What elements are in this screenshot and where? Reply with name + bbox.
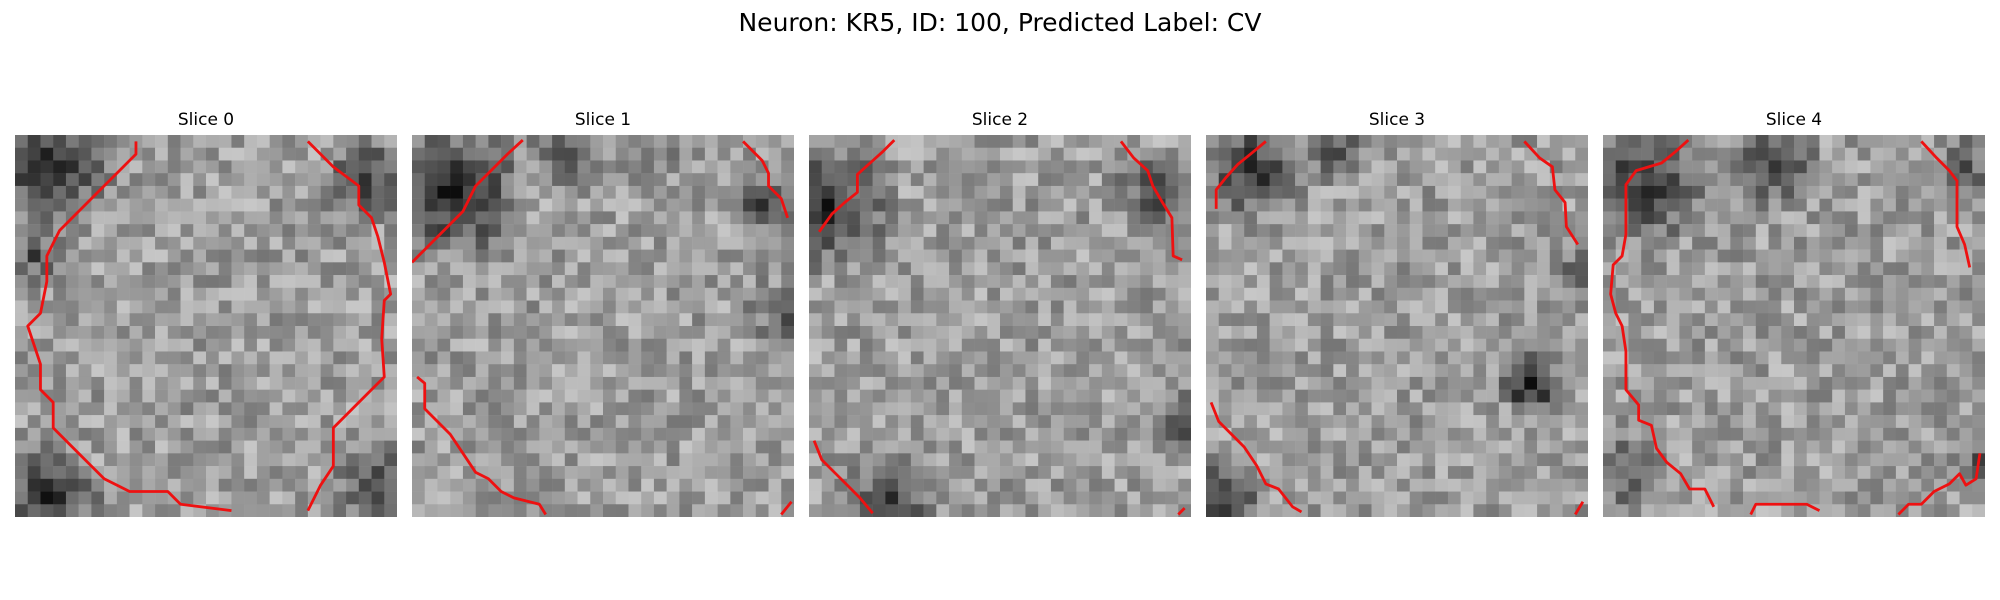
- slice-title-0: Slice 0: [177, 110, 235, 130]
- slice-image-4: [1603, 135, 1985, 517]
- figure-title: Neuron: KR5, ID: 100, Predicted Label: C…: [738, 8, 1262, 37]
- contour-line: [306, 140, 393, 512]
- slice-title-4: Slice 4: [1765, 110, 1823, 130]
- contour-line: [1609, 139, 1716, 508]
- contour-line: [1523, 140, 1579, 246]
- contour-line: [26, 141, 232, 513]
- contour-line: [1749, 502, 1821, 516]
- contour-line: [1119, 140, 1183, 262]
- contour-line: [1920, 140, 1972, 268]
- contour-line: [416, 375, 547, 516]
- slice-title-2: Slice 2: [971, 110, 1029, 130]
- contour-line: [412, 139, 524, 264]
- slice-image-2: [809, 135, 1191, 517]
- slice-title-3: Slice 3: [1368, 110, 1426, 130]
- slice-title-1: Slice 1: [574, 110, 632, 130]
- contour-line: [1214, 140, 1267, 209]
- contour-line: [780, 500, 793, 516]
- slice-image-3: [1206, 135, 1588, 517]
- contour-line: [1209, 401, 1303, 514]
- contour-line: [1177, 507, 1186, 516]
- contour-line: [812, 440, 874, 515]
- contour-line: [818, 139, 896, 233]
- slice-image-0: [15, 135, 397, 517]
- contour-line: [1574, 500, 1585, 516]
- contour-line: [742, 140, 789, 219]
- contour-line: [1897, 453, 1982, 516]
- slice-image-1: [412, 135, 794, 517]
